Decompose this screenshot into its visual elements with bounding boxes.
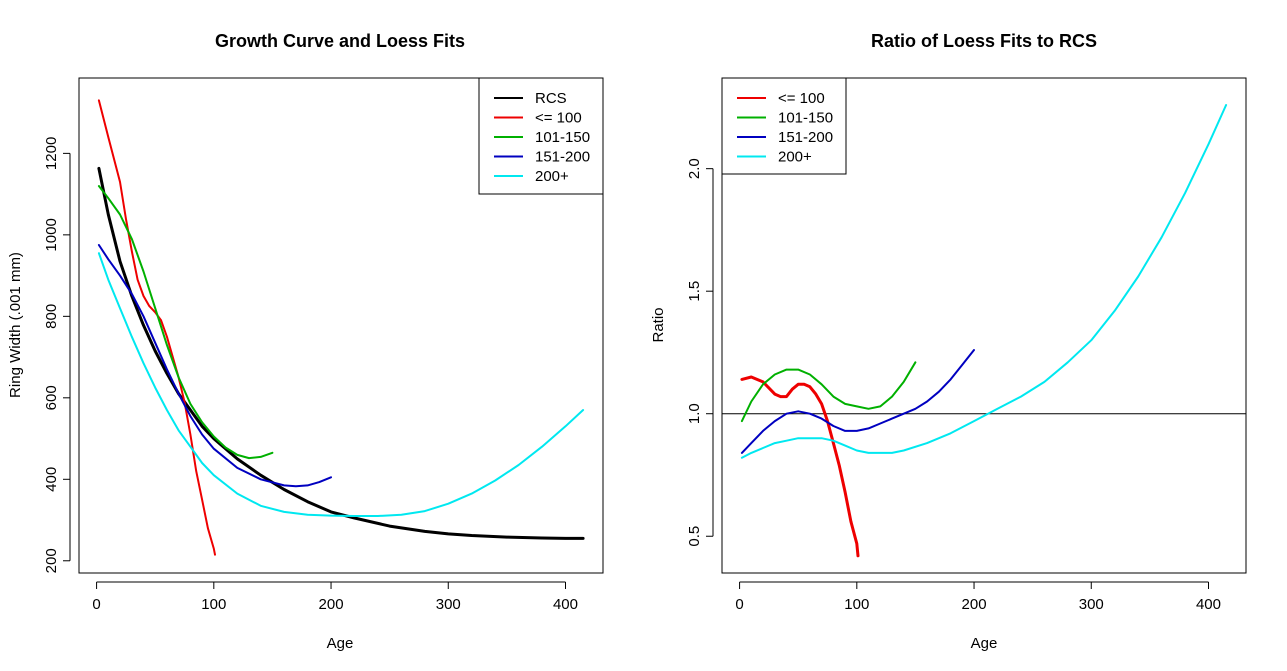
- ratio-chart: Ratio of Loess Fits to RCS 0 100 200 300 400…: [650, 31, 1247, 652]
- y-tick-label: 2.0: [686, 158, 703, 179]
- x-tick-label: 100: [201, 596, 226, 613]
- legend: RCS <= 100 101-150 151-200 200+: [478, 77, 604, 195]
- y-tick-label: 800: [43, 304, 60, 329]
- legend-label-rcs: RCS: [535, 90, 567, 107]
- plot-frame: [721, 77, 1247, 574]
- legend-label-101-150: 101-150: [778, 110, 833, 127]
- series-line-101-150: [97, 185, 274, 460]
- y-tick-label: 600: [43, 385, 60, 410]
- y-tick-label: 1.0: [686, 403, 703, 424]
- x-tick-label: 100: [844, 596, 869, 613]
- legend-label-101-150: 101-150: [535, 129, 590, 146]
- series-lines: [740, 104, 1228, 558]
- x-axis-label: Age: [327, 635, 354, 652]
- legend-label-200plus: 200+: [535, 168, 569, 185]
- x-axis: 0 100 200 300 400: [735, 581, 1221, 613]
- series-line-151-200: [740, 349, 975, 454]
- y-axis: 0.5 1.0 1.5 2.0: [686, 158, 714, 547]
- x-tick-label: 0: [92, 596, 100, 613]
- series-line-151-200: [97, 244, 332, 488]
- x-tick-label: 200: [962, 596, 987, 613]
- x-tick-label: 200: [319, 596, 344, 613]
- legend: <= 100 101-150 151-200 200+: [721, 77, 847, 175]
- series-line-200plus: [97, 252, 585, 517]
- y-tick-label: 1.5: [686, 281, 703, 302]
- plot-frame: [78, 77, 604, 574]
- series-lines: [97, 99, 585, 556]
- x-tick-label: 300: [1079, 596, 1104, 613]
- series-line-le-100: [97, 99, 216, 556]
- growth-curve-chart: Growth Curve and Loess Fits 0 100 200 300 40…: [7, 31, 604, 652]
- legend-label-151-200: 151-200: [535, 149, 590, 166]
- chart-title: Growth Curve and Loess Fits: [215, 31, 465, 51]
- x-tick-label: 400: [553, 596, 578, 613]
- y-axis-label: Ring Width (.001 mm): [7, 252, 24, 398]
- series-line-rcs: [97, 166, 585, 540]
- x-tick-label: 300: [436, 596, 461, 613]
- x-tick-label: 400: [1196, 596, 1221, 613]
- x-tick-label: 0: [735, 596, 743, 613]
- y-axis: 200 400 600 800 1000 1200: [43, 137, 71, 573]
- y-tick-label: 0.5: [686, 526, 703, 547]
- legend-label-le-100: <= 100: [535, 110, 582, 127]
- x-axis-label: Age: [971, 635, 998, 652]
- x-axis: 0 100 200 300 400: [92, 581, 578, 613]
- legend-box: [721, 77, 847, 175]
- series-line-101-150: [740, 361, 917, 423]
- y-axis-label: Ratio: [650, 307, 667, 342]
- series-line-200plus: [740, 104, 1228, 459]
- y-tick-label: 400: [43, 467, 60, 492]
- chart-title: Ratio of Loess Fits to RCS: [871, 31, 1097, 51]
- y-tick-label: 1000: [43, 218, 60, 251]
- y-tick-label: 200: [43, 548, 60, 573]
- series-line-le-100: [740, 375, 860, 558]
- legend-label-le-100: <= 100: [778, 90, 825, 107]
- y-tick-label: 1200: [43, 137, 60, 170]
- legend-label-200plus: 200+: [778, 149, 812, 166]
- legend-label-151-200: 151-200: [778, 129, 833, 146]
